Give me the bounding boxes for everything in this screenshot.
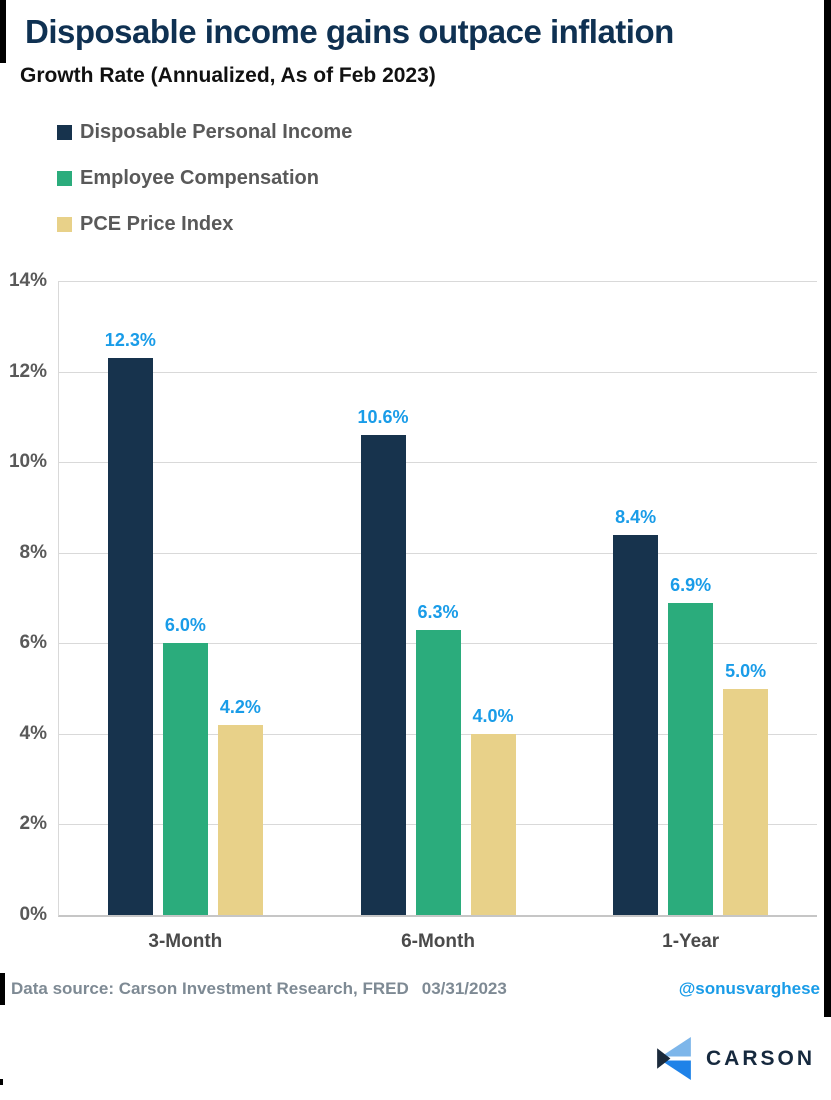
bar-value-label: 6.9% xyxy=(670,574,712,595)
gridline-10 xyxy=(59,462,817,464)
page-title: Disposable income gains outpace inflatio… xyxy=(25,12,674,50)
legend-swatch-pce-price-index xyxy=(57,216,72,232)
bar-value-label: 5.0% xyxy=(725,660,767,681)
bar-value-label: 4.0% xyxy=(472,705,514,726)
gridline-14 xyxy=(59,281,817,282)
bar-value-label: 12.3% xyxy=(104,330,156,350)
x-axis-category-label: 3-Month xyxy=(148,931,223,952)
y-axis-tick-label: 0% xyxy=(19,904,47,925)
header: Disposable income gains outpace inflatio… xyxy=(0,0,674,63)
bar-employee-compensation-1-year: 6.9% xyxy=(668,575,714,915)
legend-item-disposable-personal-income: Disposable Personal Income xyxy=(57,120,353,143)
y-axis-tick-label: 4% xyxy=(19,722,47,744)
x-axis-category-label: 1-Year xyxy=(662,931,720,952)
legend-item-pce-price-index: PCE Price Index xyxy=(57,212,352,235)
y-axis-tick-label: 2% xyxy=(19,813,47,835)
bar-value-label: 10.6% xyxy=(357,406,409,427)
source-date: 03/31/2023 xyxy=(421,979,507,998)
bar-pce-price-index-3-month: 4.2% xyxy=(217,697,263,915)
bar-group-6-month: 10.6% 6.3% 4.0% xyxy=(357,281,516,915)
source-text: Data source: Carson Investment Research,… xyxy=(11,979,409,998)
twitter-handle: @sonusvarghese xyxy=(678,979,820,998)
y-axis-tick-label: 10% xyxy=(8,451,47,473)
gridline-8 xyxy=(59,552,817,554)
legend-swatch-disposable-personal-income xyxy=(57,124,72,140)
bar-value-label: 4.2% xyxy=(219,696,261,717)
right-edge-bar xyxy=(824,0,831,1017)
y-axis-tick-label: 14% xyxy=(8,270,47,291)
data-source: Data source: Carson Investment Research,… xyxy=(11,979,507,999)
legend-label: Employee Compensation xyxy=(80,166,319,189)
bar-employee-compensation-3-month: 6.0% xyxy=(162,615,208,915)
bar-value-label: 6.0% xyxy=(164,615,206,636)
legend-label: PCE Price Index xyxy=(80,212,234,235)
bar-disposable-personal-income-6-month: 10.6% xyxy=(357,407,409,915)
bar-group-3-month: 12.3% 6.0% 4.2% xyxy=(105,281,263,915)
bar-disposable-personal-income-3-month: 12.3% xyxy=(105,330,156,915)
y-axis-tick-label: 6% xyxy=(19,632,47,654)
plot-area: 0% 2% 4% 6% 8% 10% 12% 14% 12.3% 6.0% 4.2% 3-Month 1… xyxy=(9,270,817,952)
y-axis-tick-label: 12% xyxy=(8,360,47,382)
carson-logo-text: CARSON xyxy=(706,1046,816,1070)
bar-value-label: 8.4% xyxy=(615,506,657,527)
legend-item-employee-compensation: Employee Compensation xyxy=(57,166,352,189)
bar-group-1-year: 8.4% 6.9% 5.0% xyxy=(613,281,769,915)
bottom-left-mark xyxy=(0,1079,3,1085)
carson-logo: CARSON xyxy=(656,1036,815,1081)
bar-pce-price-index-6-month: 4.0% xyxy=(470,706,516,915)
bar-employee-compensation-6-month: 6.3% xyxy=(415,602,461,915)
footer: Data source: Carson Investment Research,… xyxy=(0,973,820,1005)
x-axis-category-label: 6-Month xyxy=(401,931,475,952)
bar-value-label: 6.3% xyxy=(417,601,459,622)
legend-label: Disposable Personal Income xyxy=(80,120,353,143)
y-axis-tick-label: 8% xyxy=(19,541,47,563)
bar-disposable-personal-income-1-year: 8.4% xyxy=(613,507,659,915)
gridline-12 xyxy=(59,371,817,373)
legend: Disposable Personal Income Employee Compe… xyxy=(57,120,353,260)
legend-swatch-employee-compensation xyxy=(57,170,72,186)
bar-pce-price-index-1-year: 5.0% xyxy=(723,661,769,915)
carson-logo-icon xyxy=(657,1037,691,1080)
chart-subtitle: Growth Rate (Annualized, As of Feb 2023) xyxy=(20,64,436,87)
